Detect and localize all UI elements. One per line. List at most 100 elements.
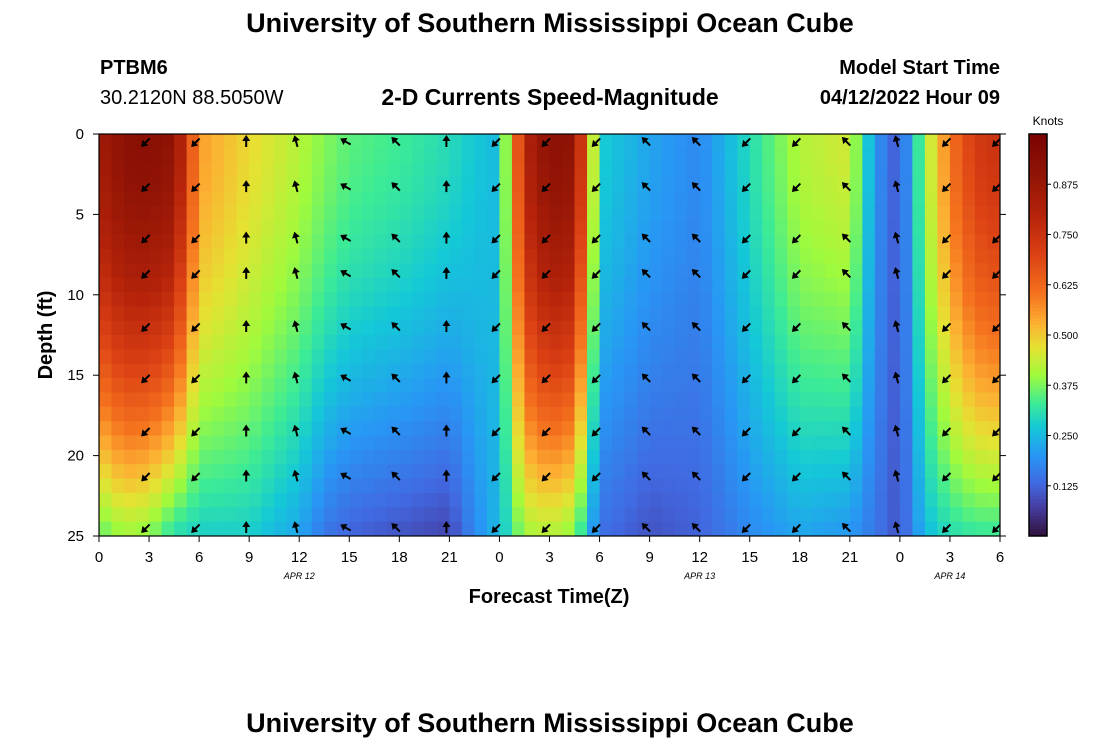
heatmap-cell bbox=[987, 248, 1000, 264]
heatmap-cell bbox=[461, 320, 476, 336]
current-arrow bbox=[641, 322, 651, 332]
heatmap-cell bbox=[211, 378, 225, 394]
heatmap-cell bbox=[161, 220, 175, 236]
heatmap-cell bbox=[186, 220, 200, 236]
heatmap-cell bbox=[987, 392, 1000, 408]
colorbar-swatch bbox=[1029, 257, 1047, 262]
heatmap-cell bbox=[374, 435, 388, 451]
heatmap-cell bbox=[712, 220, 726, 236]
heatmap-cell bbox=[424, 521, 438, 536]
heatmap-cell bbox=[649, 406, 663, 422]
heatmap-cell bbox=[149, 205, 163, 221]
heatmap-cell bbox=[474, 162, 488, 178]
colorbar-swatch bbox=[1029, 525, 1047, 530]
heatmap-cell bbox=[774, 263, 788, 279]
colorbar-swatch bbox=[1029, 284, 1047, 289]
heatmap-cell bbox=[949, 177, 964, 193]
heatmap-cell bbox=[549, 277, 563, 293]
colorbar-swatch bbox=[1029, 509, 1047, 514]
heatmap-cell bbox=[461, 148, 476, 164]
heatmap-cell bbox=[737, 148, 751, 164]
colorbar-swatch bbox=[1029, 251, 1047, 256]
heatmap-cell bbox=[887, 464, 901, 480]
heatmap-cell bbox=[849, 464, 863, 480]
heatmap-cell bbox=[837, 205, 851, 221]
current-arrow bbox=[442, 231, 451, 244]
heatmap-cell bbox=[261, 335, 275, 350]
heatmap-cell bbox=[924, 421, 939, 437]
heatmap-cell bbox=[261, 349, 275, 365]
heatmap-cell bbox=[349, 406, 363, 422]
heatmap-cell bbox=[236, 435, 250, 451]
heatmap-cell bbox=[974, 177, 989, 193]
heatmap-cell bbox=[974, 248, 989, 264]
heatmap-cell bbox=[449, 306, 463, 322]
heatmap-cell bbox=[186, 478, 200, 494]
heatmap-cell bbox=[599, 521, 613, 536]
heatmap-cell bbox=[737, 349, 751, 365]
heatmap-cell bbox=[461, 306, 476, 322]
heatmap-cell bbox=[536, 291, 551, 307]
heatmap-cell bbox=[349, 435, 363, 451]
heatmap-cell bbox=[787, 205, 801, 221]
heatmap-cell bbox=[549, 335, 563, 350]
colorbar-swatch bbox=[1029, 197, 1047, 202]
heatmap-cell bbox=[649, 248, 663, 264]
heatmap-cell bbox=[949, 435, 964, 451]
heatmap-cell bbox=[486, 291, 501, 307]
heatmap-cell bbox=[587, 248, 601, 264]
heatmap-cell bbox=[211, 507, 225, 523]
heatmap-cell bbox=[124, 134, 138, 149]
heatmap-cell bbox=[299, 248, 313, 264]
heatmap-cell bbox=[912, 177, 926, 193]
heatmap-cell bbox=[637, 378, 651, 394]
heatmap-cell bbox=[361, 406, 375, 422]
heatmap-cell bbox=[749, 234, 763, 250]
heatmap-cell bbox=[111, 177, 125, 193]
heatmap-cell bbox=[574, 449, 588, 465]
heatmap-cell bbox=[687, 507, 701, 523]
heatmap-cell bbox=[624, 162, 638, 178]
heatmap-cell bbox=[536, 162, 551, 178]
heatmap-cell bbox=[286, 435, 300, 451]
model-start-datetime: 04/12/2022 Hour 09 bbox=[819, 87, 1000, 109]
heatmap-cell bbox=[612, 248, 626, 264]
heatmap-cell bbox=[461, 234, 476, 250]
heatmap-cell bbox=[862, 306, 876, 322]
current-arrow bbox=[541, 374, 551, 384]
current-arrow bbox=[641, 523, 651, 533]
heatmap-cell bbox=[499, 521, 513, 536]
heatmap-cell bbox=[862, 492, 876, 508]
heatmap-cell bbox=[937, 507, 951, 523]
colorbar-swatch bbox=[1029, 365, 1047, 369]
heatmap-cell bbox=[324, 134, 338, 149]
heatmap-cell bbox=[649, 277, 663, 293]
heatmap-cell bbox=[461, 449, 476, 465]
heatmap-cell bbox=[186, 449, 200, 465]
heatmap-cell bbox=[99, 521, 113, 536]
heatmap-cell bbox=[324, 392, 338, 408]
heatmap-cell bbox=[674, 220, 688, 236]
heatmap-cell bbox=[374, 478, 388, 494]
heatmap-cell bbox=[236, 392, 250, 408]
heatmap-cell bbox=[474, 378, 488, 394]
heatmap-cell bbox=[649, 263, 663, 279]
colorbar-swatch bbox=[1029, 469, 1047, 473]
heatmap-cell bbox=[286, 507, 300, 523]
heatmap-cell bbox=[411, 291, 425, 307]
heatmap-cell bbox=[849, 177, 863, 193]
heatmap-cell bbox=[224, 406, 238, 422]
heatmap-cell bbox=[399, 162, 413, 178]
heatmap-cell bbox=[674, 435, 688, 451]
heatmap-cell bbox=[349, 421, 363, 437]
heatmap-cell bbox=[599, 148, 613, 164]
heatmap-cell bbox=[424, 406, 438, 422]
colorbar-swatch bbox=[1029, 140, 1047, 145]
heatmap-cell bbox=[749, 507, 763, 523]
heatmap-cell bbox=[599, 263, 613, 279]
heatmap-cell bbox=[737, 492, 751, 508]
colorbar-swatch bbox=[1029, 237, 1047, 242]
heatmap-cell bbox=[511, 277, 526, 293]
heatmap-cell bbox=[311, 291, 325, 307]
heatmap-cell bbox=[724, 449, 738, 465]
